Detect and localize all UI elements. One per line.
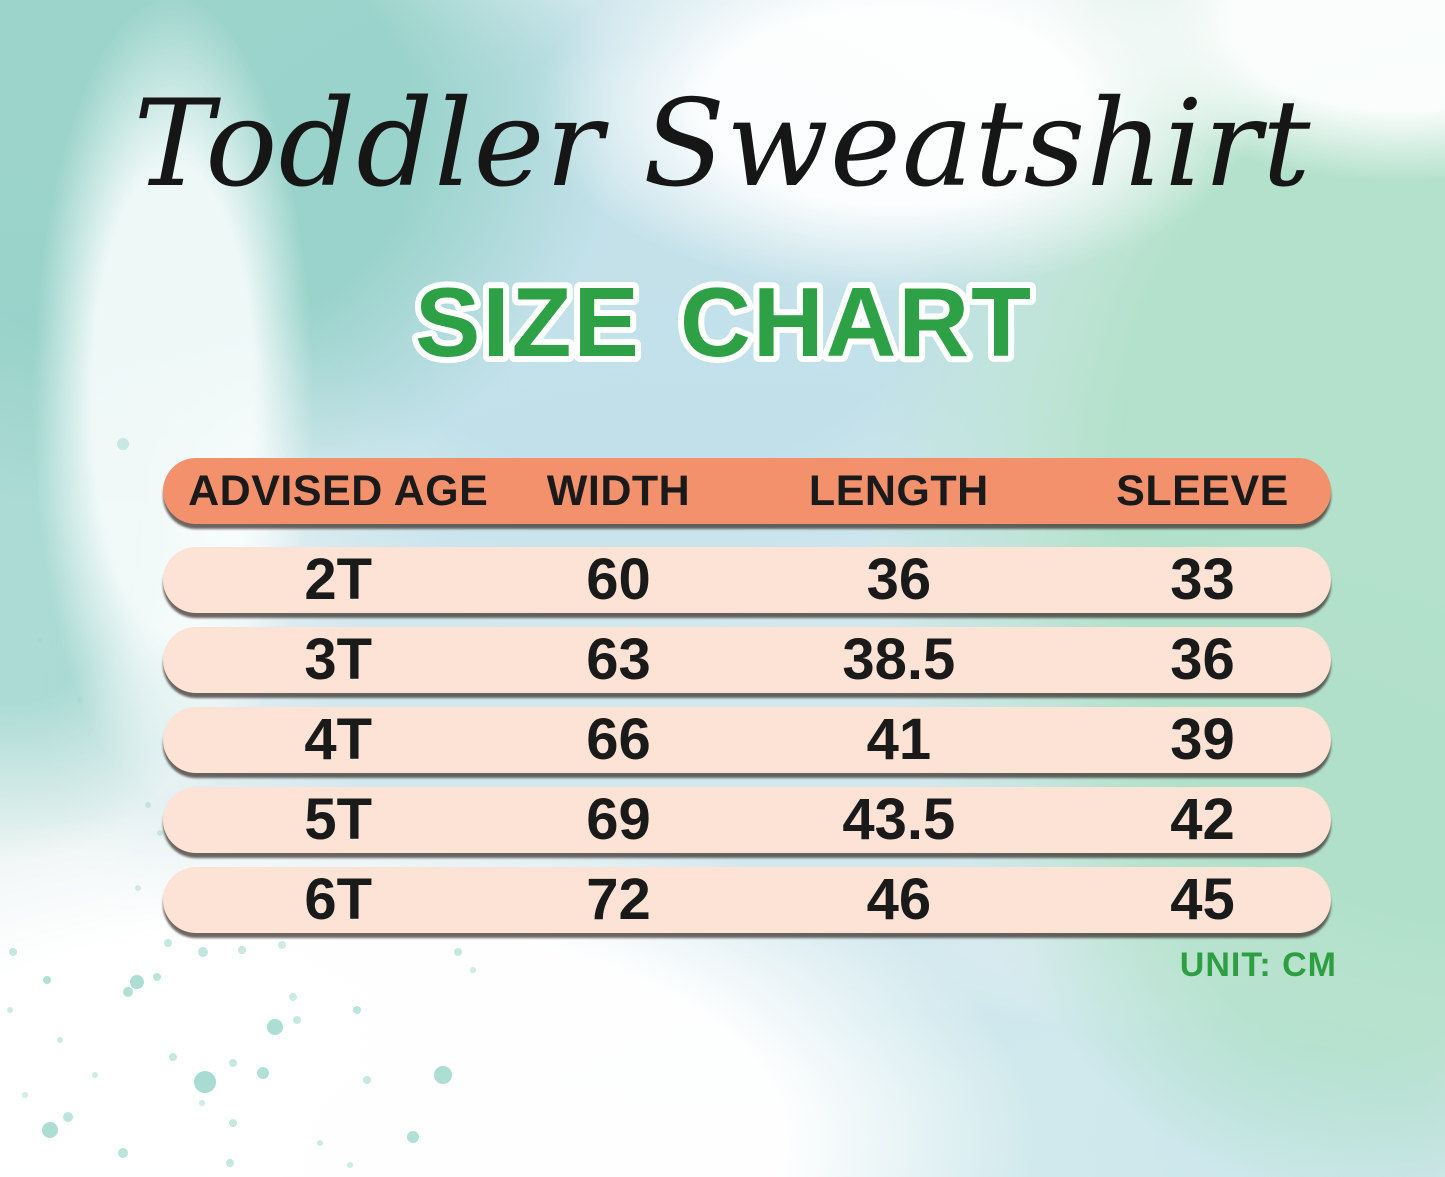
speckle-dot [454, 948, 462, 956]
speckle-dot [123, 987, 133, 997]
speckle-dot [22, 1092, 28, 1098]
size-chart-subtitle: SIZE CHART [409, 261, 1037, 382]
table-cell: 66 [586, 707, 651, 772]
table-row: 3T 63 38.5 36 [163, 627, 1331, 693]
header-cell: WIDTH [546, 466, 691, 515]
speckle-dot [267, 1019, 283, 1035]
table-cell: 2T [304, 547, 373, 612]
subtitle-text: SIZE CHART [415, 267, 1033, 377]
speckle-dot [293, 1016, 301, 1024]
speckle-dot [353, 1006, 361, 1014]
unit-note: UNIT: CM [1179, 946, 1337, 984]
speckle-dot [130, 975, 144, 989]
speckle-dot [117, 438, 129, 450]
speckle-dot [135, 885, 141, 891]
table-cell: 5T [304, 787, 373, 852]
table-cell: 60 [586, 547, 651, 612]
speckle-dot [42, 1122, 58, 1138]
table-cell: 39 [1170, 707, 1235, 772]
table-cell: 69 [586, 787, 651, 852]
speckle-dot [92, 1072, 98, 1078]
speckle-dot [194, 1071, 216, 1093]
speckle-dot [363, 1076, 371, 1084]
table-cell: 36 [1170, 627, 1235, 692]
table-cell: 45 [1170, 867, 1235, 932]
speckle-dot [199, 1100, 205, 1106]
header-cell: LENGTH [808, 466, 989, 515]
table-cell: 6T [304, 867, 373, 932]
table-row: 5T 69 43.5 42 [163, 787, 1331, 853]
speckle-dot [229, 1059, 237, 1067]
speckle-dot [257, 1067, 269, 1079]
table-row: 4T 66 41 39 [163, 707, 1331, 773]
table-cell: 72 [586, 867, 651, 932]
speckle-dot [164, 939, 172, 947]
speckle-dot [238, 946, 246, 954]
speckle-dot [153, 973, 161, 981]
header-cell: SLEEVE [1116, 466, 1289, 515]
speckle-dot [317, 1140, 323, 1146]
speckle-dot [63, 1112, 73, 1122]
speckle-dot [169, 1053, 177, 1061]
speckle-dot [57, 1037, 63, 1043]
speckle-dot [278, 941, 286, 949]
speckle-dot [226, 1159, 234, 1167]
speckle-dot [229, 1119, 237, 1127]
table-cell: 4T [304, 707, 373, 772]
speckle-dot [157, 830, 163, 836]
speckle-dot [470, 967, 476, 973]
speckle-dot [198, 947, 208, 957]
header-cell: ADVISED AGE [188, 466, 489, 515]
table-cell: 36 [866, 547, 932, 612]
speckle-dot [407, 1131, 419, 1143]
table-cell: 3T [304, 627, 373, 692]
page-title: Toddler Sweatshirt [133, 75, 1312, 214]
table-cell: 42 [1170, 787, 1235, 852]
speckle-dot [7, 1007, 13, 1013]
table-cell: 63 [586, 627, 651, 692]
table-cell: 43.5 [842, 787, 956, 852]
table-cell: 33 [1170, 547, 1235, 612]
table-row: 6T 72 46 45 [163, 867, 1331, 933]
table-cell: 41 [866, 707, 932, 772]
speckle-dot [37, 637, 43, 643]
speckle-dot [77, 697, 83, 703]
table-header-row: ADVISED AGE WIDTH LENGTH SLEEVE [163, 458, 1331, 524]
speckle-dot [434, 1066, 452, 1084]
size-table: ADVISED AGE WIDTH LENGTH SLEEVE 2T 60 36 33 3T 63… [163, 458, 1331, 947]
speckle-dot [9, 948, 17, 956]
speckle-dot [118, 1148, 128, 1158]
speckle-dot [347, 1162, 353, 1168]
speckle-dot [145, 802, 151, 808]
speckle-dot [43, 976, 51, 984]
table-cell: 38.5 [842, 627, 956, 692]
speckle-dot [289, 993, 297, 1001]
table-cell: 46 [866, 867, 932, 932]
table-row: 2T 60 36 33 [163, 547, 1331, 613]
